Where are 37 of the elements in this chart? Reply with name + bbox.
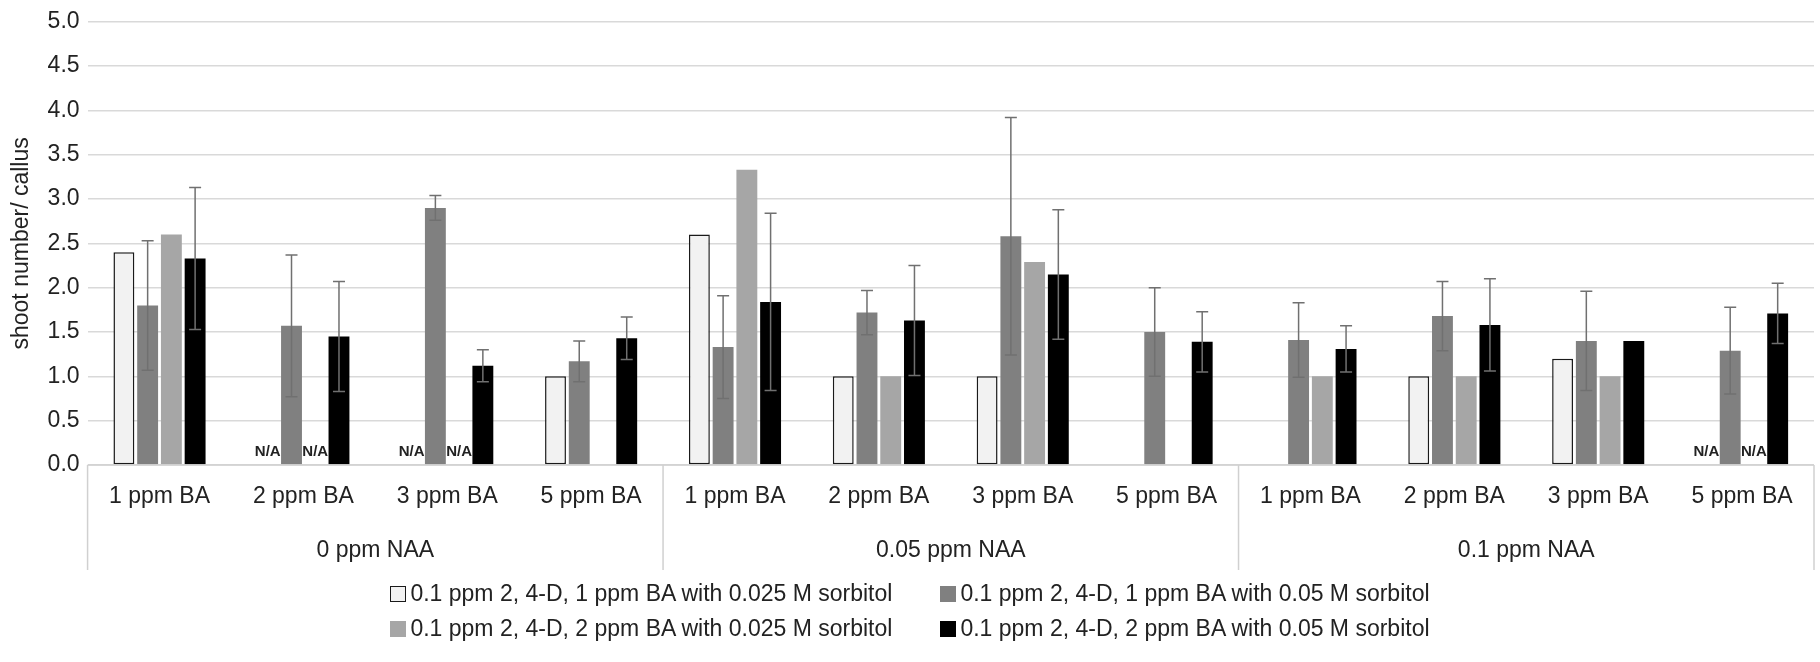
text: N/A <box>302 441 329 459</box>
y-tick-label: 5.0 <box>47 7 80 34</box>
x-tick-label: 3 ppm BA <box>1547 482 1650 509</box>
x-tick-label: 5 ppm BA <box>1691 482 1794 509</box>
y-tick-label: 3.5 <box>47 140 80 167</box>
x-tick-label: 2 ppm BA <box>1403 482 1506 509</box>
y-axis-title: shoot number/ callus <box>7 137 34 350</box>
y-tick-label: 4.0 <box>47 95 80 122</box>
text: N/A <box>446 441 473 459</box>
y-tick-label: 4.5 <box>47 51 80 78</box>
y-tick-label: 3.0 <box>47 184 80 211</box>
x-tick-label: 2 ppm BA <box>252 482 355 509</box>
x-tick-label: 3 ppm BA <box>972 482 1074 509</box>
text: N/A <box>1693 441 1720 459</box>
x-tick-label: 1 ppm BA <box>1259 482 1362 509</box>
text: 0.05 ppm NAA <box>875 536 1027 563</box>
text: 0.1 ppm NAA <box>1457 536 1596 563</box>
legend-label: 0.1 ppm 2, 4-D, 2 ppm BA with 0.05 M sorbitol <box>960 615 1430 642</box>
y-tick-label: 0.5 <box>47 406 80 433</box>
legend-label: 0.1 ppm 2, 4-D, 1 ppm BA with 0.025 M sorbitol <box>410 580 893 607</box>
text: N/A <box>398 441 425 459</box>
text: N/A <box>254 441 281 459</box>
x-tick-label: 5 ppm BA <box>1116 482 1218 509</box>
y-tick-label: 2.0 <box>47 273 80 300</box>
text: 0 ppm NAA <box>316 536 435 563</box>
x-tick-label: 1 ppm BA <box>109 482 211 509</box>
y-tick-label: 0.0 <box>47 450 80 477</box>
y-tick-label: 2.5 <box>47 228 80 255</box>
x-tick-label: 3 ppm BA <box>396 482 499 509</box>
text: N/A <box>1741 441 1767 459</box>
y-tick-label: 1.5 <box>47 317 80 344</box>
y-tick-label: 1.0 <box>47 361 80 388</box>
x-tick-label: 5 ppm BA <box>540 482 643 509</box>
x-tick-label: 1 ppm BA <box>684 482 787 509</box>
legend-label: 0.1 ppm 2, 4-D, 2 ppm BA with 0.025 M sorbitol <box>410 615 893 642</box>
x-tick-label: 2 ppm BA <box>828 482 931 509</box>
legend-label: 0.1 ppm 2, 4-D, 1 ppm BA with 0.05 M sorbitol <box>960 580 1430 607</box>
